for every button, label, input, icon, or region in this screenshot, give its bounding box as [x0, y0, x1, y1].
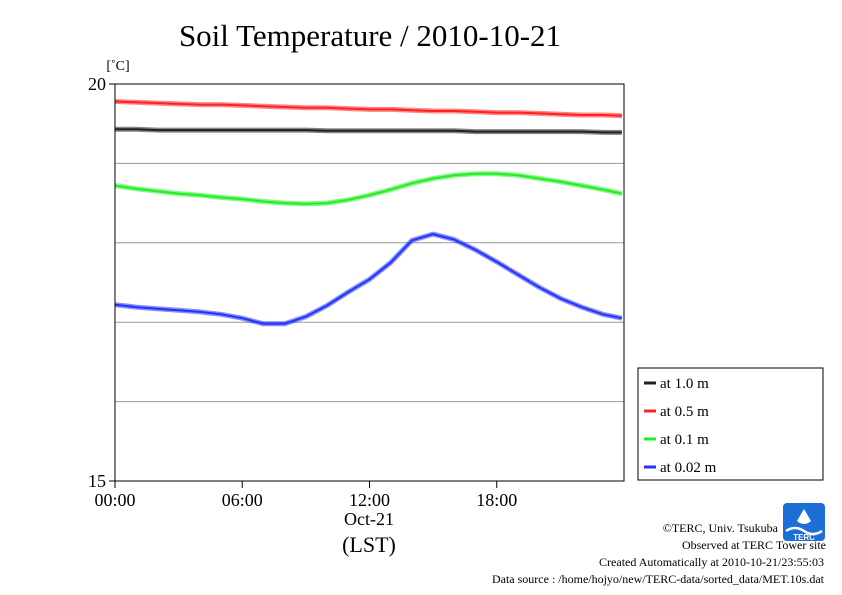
- legend-label: at 0.5 m: [660, 404, 709, 420]
- series-line-halo: [114, 171, 623, 207]
- x-axis-label: (LST): [342, 532, 396, 557]
- legend-label: at 1.0 m: [660, 376, 709, 392]
- legend-label: at 0.02 m: [660, 460, 717, 476]
- legend-label: at 0.1 m: [660, 432, 709, 448]
- series-line: [115, 128, 622, 134]
- x-tick-label: 06:00: [222, 490, 263, 510]
- x-axis-date-label: Oct-21: [344, 509, 394, 529]
- copyright-credit: ©TERC, Univ. Tsukuba: [662, 521, 778, 535]
- series-line: [114, 100, 622, 117]
- plot-lines: [114, 99, 623, 327]
- plot-frame: [114, 83, 625, 482]
- x-tick-label: 18:00: [476, 490, 517, 510]
- data-source: Data source : /home/hojyo/new/TERC-data/…: [491, 572, 824, 586]
- y-tick-label: 20: [88, 74, 106, 94]
- y-axis-unit-label: [˚C]: [106, 59, 129, 74]
- terc-logo: TERC: [783, 503, 825, 541]
- created-timestamp: Created Automatically at 2010-10-21/23:5…: [599, 555, 824, 569]
- gridlines: [115, 162, 624, 403]
- chart-title: Soil Temperature / 2010-10-21: [179, 18, 561, 53]
- series-line: [114, 172, 623, 205]
- x-tick-label: 00:00: [94, 490, 135, 510]
- observation-site: Observed at TERC Tower site: [681, 538, 826, 552]
- legend-box: [637, 367, 824, 481]
- x-tick-label: 12:00: [349, 490, 390, 510]
- series-line: [114, 233, 623, 325]
- x-axis-ticks: 00:00 06:00 12:00 18:00: [94, 481, 517, 510]
- legend: at 1.0 m at 0.5 m at 0.1 m at 0.02 m: [637, 367, 824, 481]
- y-tick-label: 15: [88, 471, 106, 491]
- logo-text: TERC: [793, 533, 815, 541]
